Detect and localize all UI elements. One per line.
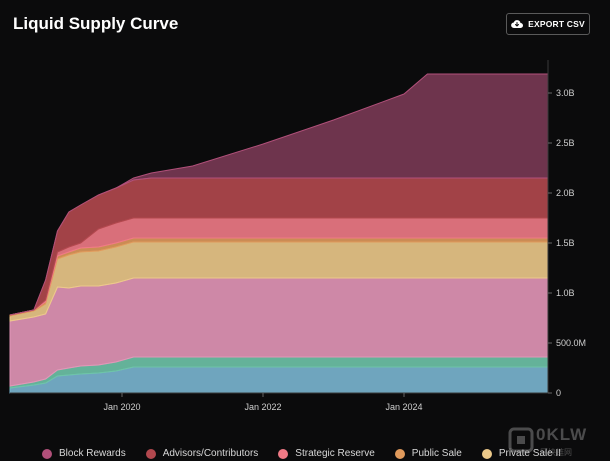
y-tick-label: 2.0B: [556, 188, 575, 198]
y-tick-label: 0: [556, 388, 561, 398]
legend-label: Public Sale: [411, 448, 462, 459]
export-csv-button[interactable]: EXPORT CSV: [506, 13, 590, 35]
legend-item[interactable]: Private Sale II: [481, 448, 562, 459]
x-tick-label: Jan 2022: [244, 402, 281, 412]
watermark-text: 0KLW: [536, 425, 588, 444]
legend-label: Private Sale II: [498, 448, 562, 459]
chart-legend: Block Rewards Advisors/Contributors Strate…: [42, 446, 610, 461]
legend-item[interactable]: Block Rewards: [42, 448, 126, 459]
legend-swatch: [394, 448, 405, 459]
x-tick-label: Jan 2020: [103, 402, 140, 412]
y-tick-label: 1.0B: [556, 288, 575, 298]
legend-label: Block Rewards: [59, 448, 126, 459]
legend-item[interactable]: Strategic Reserve: [278, 448, 375, 459]
y-tick-label: 3.0B: [556, 88, 575, 98]
page-title: Liquid Supply Curve: [13, 14, 179, 33]
chart-areas: [9, 73, 549, 394]
liquid-supply-chart: Jan 2020 Jan 2022 Jan 2024 0 500.0M 1.0B 1.5B 2…: [9, 60, 586, 412]
legend-label: Strategic Reserve: [295, 448, 375, 459]
export-csv-label: EXPORT CSV: [528, 19, 585, 29]
y-tick-label: 2.5B: [556, 138, 575, 148]
cloud-download-icon: [511, 20, 524, 29]
watermark-logo-icon: [508, 427, 534, 453]
legend-label: Advisors/Contributors: [162, 448, 259, 459]
legend-swatch: [278, 448, 289, 459]
y-tick-label: 1.5B: [556, 238, 575, 248]
chart-axes: Jan 2020 Jan 2022 Jan 2024 0 500.0M 1.0B 1.5B 2…: [10, 60, 586, 412]
y-tick-label: 500.0M: [556, 338, 586, 348]
legend-swatch: [42, 448, 52, 459]
legend-swatch: [145, 448, 156, 459]
legend-item[interactable]: Advisors/Contributors: [145, 448, 259, 459]
legend-item[interactable]: Public Sale: [394, 448, 462, 459]
x-tick-label: Jan 2024: [385, 402, 422, 412]
watermark: 0KLW 区块链网: [506, 423, 606, 461]
legend-swatch: [481, 448, 492, 459]
watermark-subtext: 区块链网: [540, 448, 572, 457]
